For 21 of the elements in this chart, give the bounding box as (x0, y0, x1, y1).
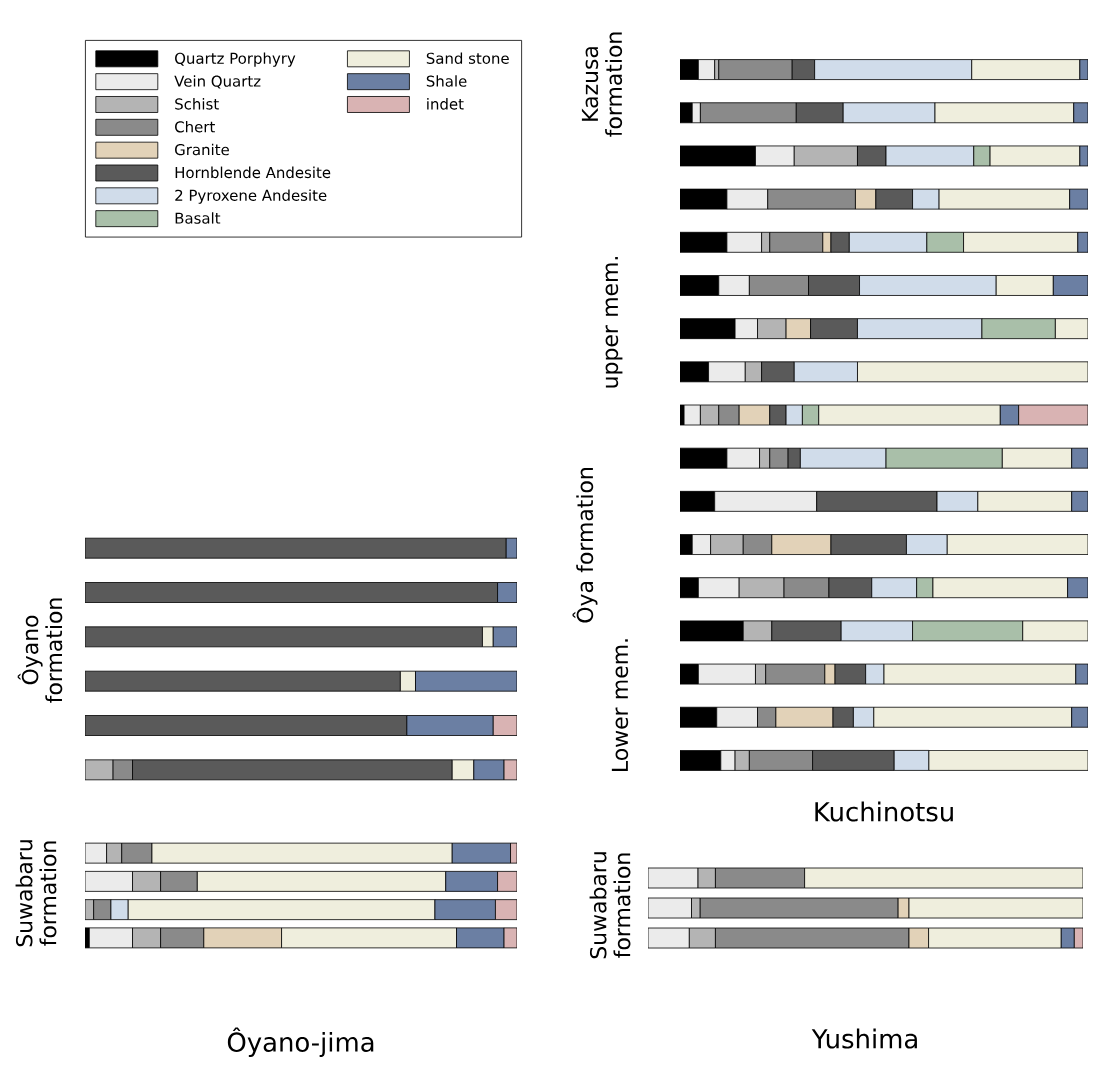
text: Ôyano formation (17, 598, 63, 703)
text: Suwabaru formation (589, 852, 631, 959)
legend-label: Hornblende Andesite (175, 166, 331, 179)
text: Yushima (811, 1028, 917, 1049)
text: Ôyano-jima (227, 1027, 374, 1057)
text: upper mem. (605, 257, 623, 388)
legend-label: 2 Pyroxene Andesite (175, 189, 327, 204)
legend-label: Quartz Porphyry (175, 52, 296, 67)
legend-label: Schist (175, 98, 219, 110)
legend-label: Granite (175, 143, 229, 156)
text: Lower mem. (611, 639, 629, 771)
text: Suwabaru formation (15, 840, 57, 947)
legend-label: indet (427, 98, 464, 110)
legend-label: Chert (175, 120, 215, 133)
text: Ôya formation (572, 468, 598, 623)
legend-label: Shale (426, 75, 467, 87)
legend-label: Sand stone (426, 52, 509, 64)
legend-label: Vein Quartz (174, 75, 261, 89)
text: Kuchinotsu (815, 801, 953, 822)
legend-label: Basalt (175, 212, 221, 224)
text: Kazusa formation (581, 32, 623, 137)
